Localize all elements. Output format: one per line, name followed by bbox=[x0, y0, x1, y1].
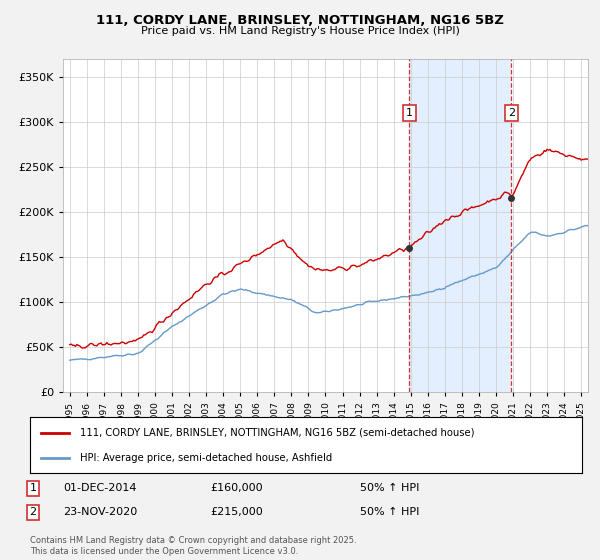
Text: 23-NOV-2020: 23-NOV-2020 bbox=[63, 507, 137, 517]
Text: HPI: Average price, semi-detached house, Ashfield: HPI: Average price, semi-detached house,… bbox=[80, 452, 332, 463]
Text: Contains HM Land Registry data © Crown copyright and database right 2025.
This d: Contains HM Land Registry data © Crown c… bbox=[30, 536, 356, 556]
Text: 1: 1 bbox=[406, 108, 413, 118]
Text: 50% ↑ HPI: 50% ↑ HPI bbox=[360, 483, 419, 493]
Text: 2: 2 bbox=[508, 108, 515, 118]
Text: 111, CORDY LANE, BRINSLEY, NOTTINGHAM, NG16 5BZ: 111, CORDY LANE, BRINSLEY, NOTTINGHAM, N… bbox=[96, 14, 504, 27]
Text: 01-DEC-2014: 01-DEC-2014 bbox=[63, 483, 137, 493]
Text: 2: 2 bbox=[29, 507, 37, 517]
Text: 111, CORDY LANE, BRINSLEY, NOTTINGHAM, NG16 5BZ (semi-detached house): 111, CORDY LANE, BRINSLEY, NOTTINGHAM, N… bbox=[80, 428, 474, 438]
Text: £215,000: £215,000 bbox=[210, 507, 263, 517]
Text: £160,000: £160,000 bbox=[210, 483, 263, 493]
Text: Price paid vs. HM Land Registry's House Price Index (HPI): Price paid vs. HM Land Registry's House … bbox=[140, 26, 460, 36]
Text: 50% ↑ HPI: 50% ↑ HPI bbox=[360, 507, 419, 517]
Text: 1: 1 bbox=[29, 483, 37, 493]
Bar bbox=[409, 59, 511, 392]
